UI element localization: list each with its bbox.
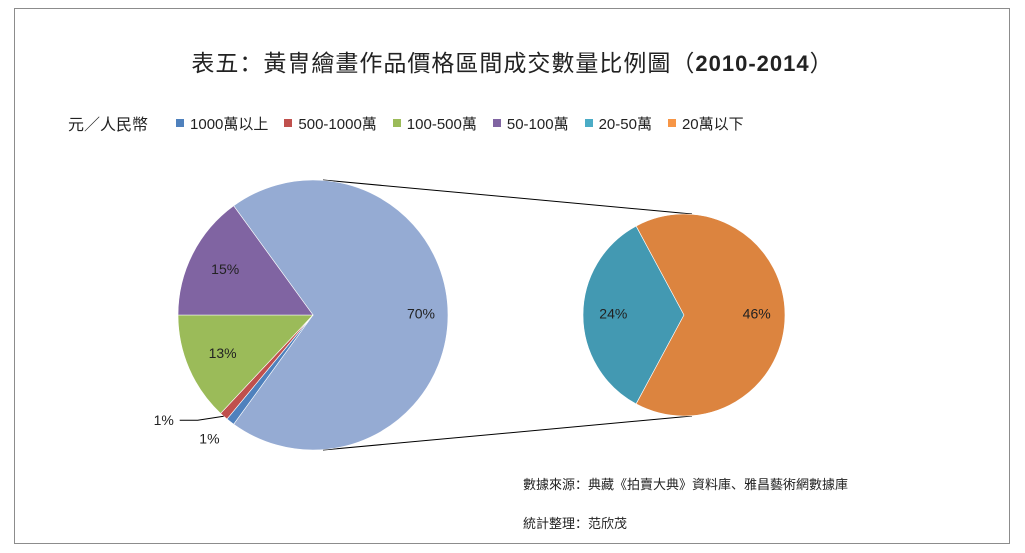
leader-line-500-1000 — [179, 415, 224, 421]
slice-aggregate-under-50 — [233, 179, 449, 451]
legend-label: 1000萬以上 — [190, 115, 269, 133]
label-aggregate: 70% — [407, 306, 435, 322]
chart-title: 表五：黃冑繪畫作品價格區間成交數量比例圖（2010-2014） — [0, 44, 1025, 78]
legend-item-1000-plus: 1000萬以上 — [176, 113, 268, 134]
legend-item-under-20: 20萬以下 — [667, 113, 744, 134]
connector-line-top — [322, 179, 693, 215]
legend-swatch — [492, 119, 501, 127]
label-100-500: 13% — [209, 345, 237, 361]
slice-under-20 — [635, 213, 786, 417]
label-20-50: 24% — [599, 306, 627, 322]
slice-20-50 — [582, 225, 685, 405]
slice-100-500 — [177, 314, 314, 414]
legend-swatch — [176, 119, 185, 127]
label-1000-plus: 1% — [199, 431, 219, 447]
legend-swatch — [667, 119, 676, 127]
chart-title-years: 2010-2014 — [695, 51, 810, 76]
data-source-note: 數據來源：典藏《拍賣大典》資料庫、雅昌藝術網數據庫 — [523, 478, 849, 493]
legend-swatch — [284, 119, 293, 127]
legend-swatch — [392, 119, 401, 127]
legend-item-100-500: 100-500萬 — [392, 113, 477, 134]
slice-50-100 — [177, 205, 314, 316]
legend-item-50-100: 50-100萬 — [492, 113, 569, 134]
legend-label: 500-1000萬 — [298, 115, 377, 133]
chart-title-close: ） — [809, 51, 834, 77]
label-under-20: 46% — [743, 306, 771, 322]
legend-unit: 元／人民幣 — [68, 115, 149, 134]
chart-title-main: 表五：黃冑繪畫作品價格區間成交數量比例圖（ — [191, 51, 696, 77]
chart-frame — [14, 8, 1010, 544]
legend-label: 100-500萬 — [406, 115, 477, 133]
legend-label: 50-100萬 — [506, 115, 569, 133]
legend-item-20-50: 20-50萬 — [584, 113, 652, 134]
label-50-100: 15% — [211, 261, 239, 277]
compiler-note: 統計整理：范欣茂 — [523, 517, 628, 532]
legend-item-500-1000: 500-1000萬 — [284, 113, 377, 134]
connector-line-bottom — [322, 415, 693, 451]
legend: 元／人民幣 1000萬以上 500-1000萬 100-500萬 50-100萬… — [68, 112, 760, 134]
label-500-1000: 1% — [154, 412, 174, 428]
legend-swatch — [584, 119, 593, 127]
legend-label: 20萬以下 — [681, 115, 744, 133]
legend-label: 20-50萬 — [598, 115, 652, 133]
